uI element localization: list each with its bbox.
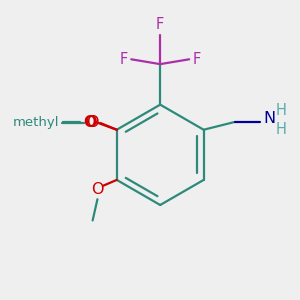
Text: O: O (91, 182, 104, 197)
Text: F: F (193, 52, 201, 67)
Text: H: H (275, 122, 286, 137)
Text: F: F (156, 17, 164, 32)
Text: methyl: methyl (12, 116, 59, 128)
Text: O: O (83, 115, 97, 130)
Text: O: O (86, 116, 99, 130)
Text: N: N (263, 111, 276, 126)
Text: F: F (119, 52, 128, 67)
Text: H: H (275, 103, 286, 118)
